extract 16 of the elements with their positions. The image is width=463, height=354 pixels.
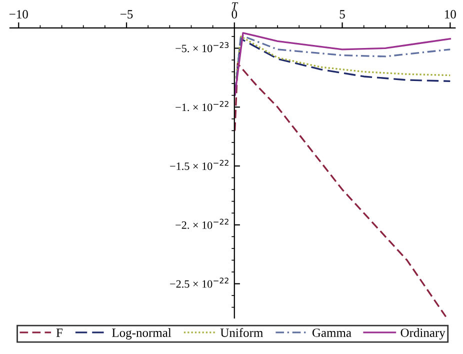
- legend-label: Log-normal: [112, 328, 172, 340]
- x-tick-label: −10: [9, 10, 28, 18]
- legend-label: F: [56, 328, 62, 337]
- x-tick-label: −5: [120, 10, 133, 18]
- x-tick-label: 10: [445, 10, 456, 18]
- y-tick-label: −1. × 10$^{−22}$: [176, 100, 228, 112]
- legend-label: Uniform: [220, 328, 263, 337]
- x-tick-label: 5: [340, 10, 345, 18]
- y-tick-label: −1.5 × 10$^{−22}$: [170, 160, 228, 170]
- y-tick-label: −2.5 × 10$^{−22}$: [170, 278, 228, 288]
- x-axis-title: T: [232, 2, 238, 10]
- y-tick-label: −5. × 10$^{−23}$: [176, 42, 229, 52]
- legend-label: Gamma: [312, 328, 352, 337]
- legend-label: Ordinary: [400, 328, 446, 340]
- y-tick-label: −2. × 10$^{−22}$: [176, 218, 228, 229]
- x-tick-label: 0: [232, 10, 238, 18]
